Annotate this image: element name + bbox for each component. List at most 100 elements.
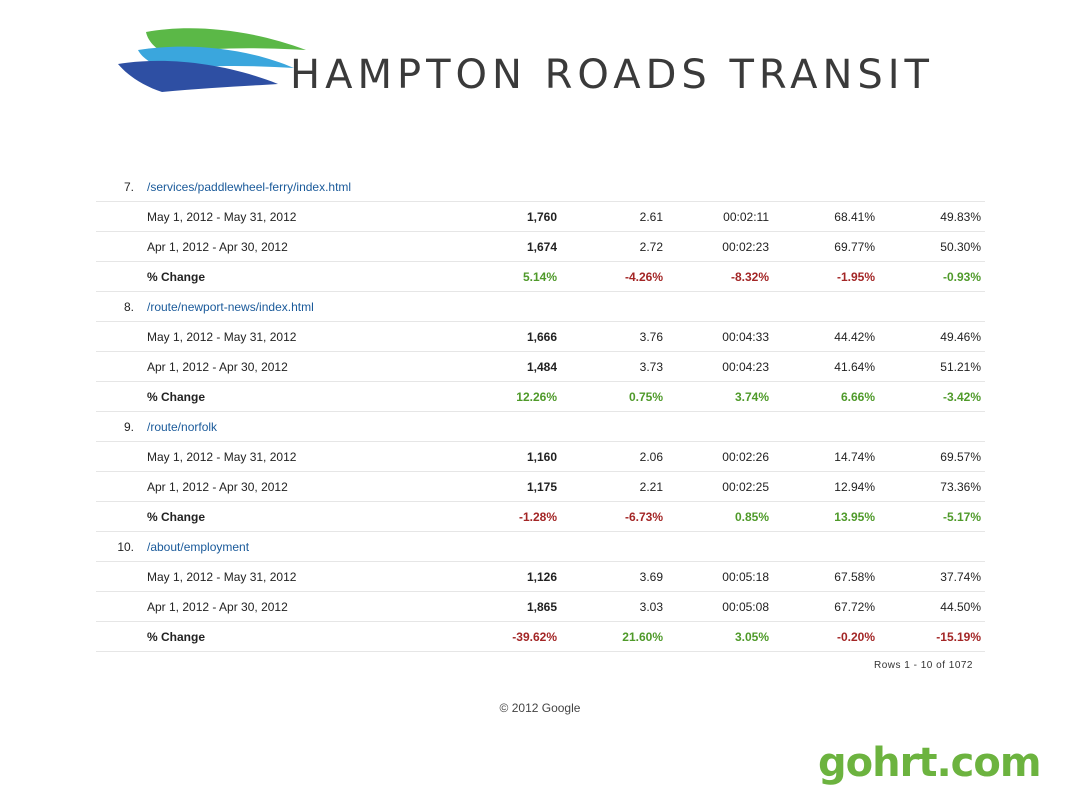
- site-logo[interactable]: gohrt.com: [818, 740, 1042, 786]
- date-range-row: May 1, 2012 - May 31, 2012 1,760 2.61 00:02…: [96, 202, 985, 232]
- metric-value: 00:04:23: [722, 360, 769, 374]
- metric-value: 49.46%: [940, 330, 981, 344]
- metric-value: 3.76: [639, 330, 663, 344]
- percent-change-value: -39.62%: [512, 630, 557, 644]
- metric-value: 2.61: [639, 210, 663, 224]
- page-link[interactable]: /services/paddlewheel-ferry/index.html: [147, 180, 352, 194]
- row-number: 7.: [123, 180, 134, 194]
- metric-value: 1,666: [526, 330, 557, 344]
- metric-value: 00:02:26: [722, 450, 769, 464]
- percent-change-value: -1.95%: [836, 270, 875, 284]
- metric-value: 49.83%: [940, 210, 981, 224]
- report-table: 7. /services/paddlewheel-ferry/index.html…: [96, 172, 985, 652]
- percent-change-value: 21.60%: [622, 630, 663, 644]
- date-range-row: Apr 1, 2012 - Apr 30, 2012 1,865 3.03 00:05…: [96, 592, 985, 622]
- metric-value: 00:04:33: [722, 330, 769, 344]
- row-number: 8.: [123, 300, 134, 314]
- percent-change-value: 5.14%: [522, 270, 557, 284]
- percent-change-value: -4.26%: [624, 270, 663, 284]
- date-range-row: Apr 1, 2012 - Apr 30, 2012 1,484 3.73 00:04…: [96, 352, 985, 382]
- metric-value: 00:02:23: [722, 240, 769, 254]
- percent-change-value: -0.93%: [942, 270, 981, 284]
- percent-change-value: 12.26%: [516, 390, 557, 404]
- metric-value: 00:02:25: [722, 480, 769, 494]
- percent-change-row: % Change 5.14% -4.26% -8.32% -1.95% -0.93%: [96, 262, 985, 292]
- page-row: 10. /about/employment: [96, 532, 985, 562]
- date-range-label: May 1, 2012 - May 31, 2012: [147, 450, 297, 464]
- percent-change-label: % Change: [147, 270, 206, 284]
- page-row: 9. /route/norfolk: [96, 412, 985, 442]
- page-link[interactable]: /about/employment: [147, 540, 250, 554]
- metric-value: 44.50%: [940, 600, 981, 614]
- date-range-label: Apr 1, 2012 - Apr 30, 2012: [147, 480, 288, 494]
- percent-change-value: -8.32%: [730, 270, 769, 284]
- rows-info: Rows 1 - 10 of 1072: [874, 660, 973, 671]
- metric-value: 67.72%: [834, 600, 875, 614]
- page-row: 8. /route/newport-news/index.html: [96, 292, 985, 322]
- metric-value: 1,865: [526, 600, 557, 614]
- metric-value: 1,760: [526, 210, 557, 224]
- date-range-label: Apr 1, 2012 - Apr 30, 2012: [147, 600, 288, 614]
- row-number: 10.: [117, 540, 134, 554]
- date-range-label: May 1, 2012 - May 31, 2012: [147, 570, 297, 584]
- metric-value: 69.57%: [940, 450, 981, 464]
- metric-value: 51.21%: [940, 360, 981, 374]
- date-range-label: Apr 1, 2012 - Apr 30, 2012: [147, 360, 288, 374]
- percent-change-label: % Change: [147, 510, 206, 524]
- date-range-row: Apr 1, 2012 - Apr 30, 2012 1,175 2.21 00:02…: [96, 472, 985, 502]
- metric-value: 2.06: [639, 450, 663, 464]
- percent-change-value: -5.17%: [942, 510, 981, 524]
- date-range-row: May 1, 2012 - May 31, 2012 1,666 3.76 00:04…: [96, 322, 985, 352]
- metric-value: 37.74%: [940, 570, 981, 584]
- metric-value: 44.42%: [834, 330, 875, 344]
- page-link[interactable]: /route/newport-news/index.html: [147, 300, 314, 314]
- percent-change-value: 3.74%: [734, 390, 769, 404]
- row-number: 9.: [123, 420, 134, 434]
- metric-value: 69.77%: [834, 240, 875, 254]
- percent-change-value: -6.73%: [624, 510, 663, 524]
- percent-change-value: -0.20%: [836, 630, 875, 644]
- metric-value: 1,126: [526, 570, 557, 584]
- metric-value: 68.41%: [834, 210, 875, 224]
- metric-value: 3.69: [639, 570, 663, 584]
- metric-value: 67.58%: [834, 570, 875, 584]
- metric-value: 00:02:11: [723, 210, 769, 224]
- metric-value: 14.74%: [834, 450, 875, 464]
- date-range-row: May 1, 2012 - May 31, 2012 1,126 3.69 00:05…: [96, 562, 985, 592]
- metric-value: 1,175: [526, 480, 557, 494]
- percent-change-row: % Change -1.28% -6.73% 0.85% 13.95% -5.17%: [96, 502, 985, 532]
- date-range-label: Apr 1, 2012 - Apr 30, 2012: [147, 240, 288, 254]
- percent-change-value: -3.42%: [942, 390, 981, 404]
- date-range-label: May 1, 2012 - May 31, 2012: [147, 210, 297, 224]
- date-range-row: May 1, 2012 - May 31, 2012 1,160 2.06 00:02…: [96, 442, 985, 472]
- metric-value: 00:05:18: [722, 570, 769, 584]
- page-link[interactable]: /route/norfolk: [147, 420, 218, 434]
- metric-value: 12.94%: [834, 480, 875, 494]
- percent-change-row: % Change -39.62% 21.60% 3.05% -0.20% -15.19%: [96, 622, 985, 652]
- brand-name: HAMPTON ROADS TRANSIT: [290, 52, 934, 98]
- percent-change-value: 3.05%: [734, 630, 769, 644]
- percent-change-value: 6.66%: [840, 390, 875, 404]
- percent-change-value: -1.28%: [518, 510, 557, 524]
- metric-value: 2.72: [639, 240, 663, 254]
- date-range-label: May 1, 2012 - May 31, 2012: [147, 330, 297, 344]
- metric-value: 1,484: [526, 360, 557, 374]
- percent-change-value: -15.19%: [936, 630, 981, 644]
- metric-value: 00:05:08: [722, 600, 769, 614]
- copyright: © 2012 Google: [499, 701, 581, 715]
- percent-change-value: 0.75%: [628, 390, 663, 404]
- percent-change-label: % Change: [147, 390, 206, 404]
- metric-value: 50.30%: [940, 240, 981, 254]
- logo-swoosh-icon: [118, 28, 306, 92]
- metric-value: 3.03: [639, 600, 663, 614]
- metric-value: 3.73: [639, 360, 663, 374]
- metric-value: 41.64%: [834, 360, 875, 374]
- percent-change-label: % Change: [147, 630, 206, 644]
- header: HAMPTON ROADS TRANSIT: [0, 0, 1080, 130]
- metric-value: 1,674: [526, 240, 557, 254]
- page-row: 7. /services/paddlewheel-ferry/index.html: [96, 172, 985, 202]
- metric-value: 73.36%: [940, 480, 981, 494]
- metric-value: 1,160: [526, 450, 557, 464]
- metric-value: 2.21: [639, 480, 663, 494]
- percent-change-value: 0.85%: [734, 510, 769, 524]
